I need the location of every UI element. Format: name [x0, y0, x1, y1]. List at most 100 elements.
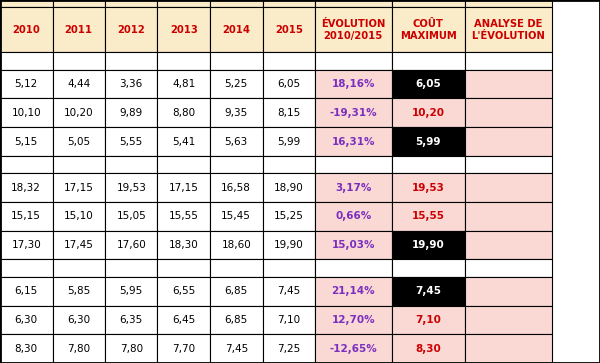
Bar	[392, 127, 465, 156]
Bar	[0, 156, 53, 173]
Bar	[315, 52, 392, 70]
Bar	[53, 156, 105, 173]
Text: 5,41: 5,41	[172, 136, 196, 147]
Bar	[210, 98, 263, 127]
Bar	[157, 0, 210, 7]
Text: 15,15: 15,15	[11, 211, 41, 221]
Text: 21,14%: 21,14%	[331, 286, 375, 296]
Bar	[0, 334, 53, 363]
Bar	[465, 334, 552, 363]
Text: COÛT
MAXIMUM: COÛT MAXIMUM	[400, 19, 457, 41]
Bar	[210, 334, 263, 363]
Text: 10,20: 10,20	[412, 108, 445, 118]
Bar	[315, 231, 392, 260]
Bar	[263, 0, 315, 7]
Text: 6,85: 6,85	[224, 286, 248, 296]
Bar	[157, 306, 210, 334]
Text: 15,55: 15,55	[412, 211, 445, 221]
Bar	[465, 7, 552, 52]
Bar	[263, 202, 315, 231]
Text: 18,16%: 18,16%	[331, 79, 375, 89]
Bar	[157, 334, 210, 363]
Bar	[0, 202, 53, 231]
Bar	[53, 202, 105, 231]
Text: 18,30: 18,30	[169, 240, 199, 250]
Bar	[392, 173, 465, 202]
Bar	[315, 277, 392, 306]
Text: 7,70: 7,70	[172, 344, 196, 354]
Bar	[0, 260, 53, 277]
Bar	[465, 70, 552, 98]
Bar	[210, 7, 263, 52]
Bar	[0, 306, 53, 334]
Bar	[53, 127, 105, 156]
Text: 6,30: 6,30	[67, 315, 91, 325]
Text: 7,45: 7,45	[415, 286, 441, 296]
Bar	[105, 277, 157, 306]
Text: 8,80: 8,80	[172, 108, 196, 118]
Bar	[0, 70, 53, 98]
Bar	[210, 0, 263, 7]
Text: 10,20: 10,20	[64, 108, 94, 118]
Bar	[465, 277, 552, 306]
Bar	[392, 156, 465, 173]
Bar	[315, 0, 392, 7]
Bar	[263, 156, 315, 173]
Text: 2011: 2011	[65, 25, 93, 35]
Text: 5,63: 5,63	[224, 136, 248, 147]
Bar	[157, 156, 210, 173]
Text: 17,60: 17,60	[116, 240, 146, 250]
Text: 7,25: 7,25	[277, 344, 301, 354]
Text: 5,99: 5,99	[277, 136, 301, 147]
Bar	[105, 306, 157, 334]
Bar	[105, 70, 157, 98]
Bar	[105, 334, 157, 363]
Text: -12,65%: -12,65%	[329, 344, 377, 354]
Bar	[210, 156, 263, 173]
Bar	[105, 127, 157, 156]
Bar	[263, 306, 315, 334]
Text: 0,66%: 0,66%	[335, 211, 371, 221]
Text: 8,15: 8,15	[277, 108, 301, 118]
Bar	[315, 156, 392, 173]
Bar	[465, 127, 552, 156]
Bar	[210, 52, 263, 70]
Text: 18,90: 18,90	[274, 183, 304, 193]
Bar	[315, 334, 392, 363]
Text: 6,05: 6,05	[277, 79, 301, 89]
Bar	[263, 277, 315, 306]
Bar	[105, 7, 157, 52]
Text: 5,55: 5,55	[119, 136, 143, 147]
Bar	[53, 70, 105, 98]
Bar	[53, 260, 105, 277]
Bar	[53, 0, 105, 7]
Text: 5,12: 5,12	[14, 79, 38, 89]
Bar	[53, 231, 105, 260]
Text: 5,85: 5,85	[67, 286, 91, 296]
Bar	[392, 260, 465, 277]
Text: 3,17%: 3,17%	[335, 183, 371, 193]
Text: 7,45: 7,45	[224, 344, 248, 354]
Text: 2015: 2015	[275, 25, 302, 35]
Text: 6,15: 6,15	[14, 286, 38, 296]
Bar	[315, 306, 392, 334]
Bar	[465, 306, 552, 334]
Bar	[315, 173, 392, 202]
Bar	[53, 52, 105, 70]
Bar	[105, 260, 157, 277]
Bar	[157, 7, 210, 52]
Bar	[105, 0, 157, 7]
Text: 15,05: 15,05	[116, 211, 146, 221]
Text: -19,31%: -19,31%	[329, 108, 377, 118]
Bar	[315, 98, 392, 127]
Bar	[0, 52, 53, 70]
Bar	[105, 173, 157, 202]
Text: 5,05: 5,05	[67, 136, 91, 147]
Bar	[53, 334, 105, 363]
Text: 12,70%: 12,70%	[331, 315, 375, 325]
Bar	[465, 98, 552, 127]
Bar	[263, 260, 315, 277]
Text: 19,90: 19,90	[412, 240, 445, 250]
Text: 4,44: 4,44	[67, 79, 91, 89]
Text: 19,53: 19,53	[412, 183, 445, 193]
